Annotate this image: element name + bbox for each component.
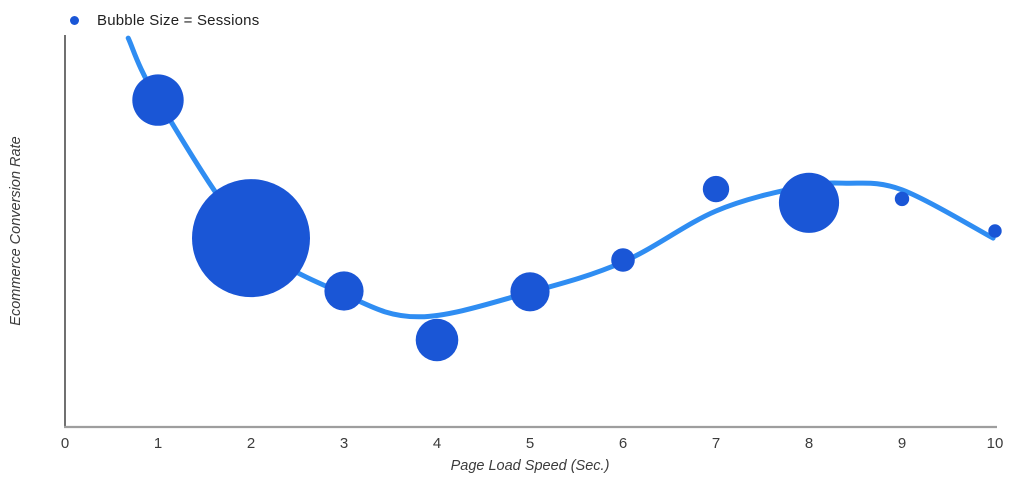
x-tick-label: 6 — [618, 435, 628, 452]
bubble-point — [894, 191, 910, 207]
legend-label: Bubble Size = Sessions — [97, 12, 260, 29]
x-tick-label: 8 — [804, 435, 814, 452]
bubble-point — [324, 271, 364, 311]
bubble-point — [988, 224, 1002, 238]
bubble-point — [415, 318, 459, 362]
x-tick-label: 3 — [339, 435, 349, 452]
bubble-point — [132, 74, 184, 126]
legend: Bubble Size = Sessions — [70, 12, 259, 29]
legend-bubble-icon — [70, 16, 79, 25]
x-tick-label: 7 — [711, 435, 721, 452]
bubble-point — [611, 248, 635, 272]
bubble-point — [192, 179, 310, 298]
x-tick-label: 5 — [525, 435, 535, 452]
x-tick-label: 0 — [60, 435, 70, 452]
x-axis-label: Page Load Speed (Sec.) — [450, 458, 610, 474]
x-tick-label: 4 — [432, 435, 442, 452]
x-tick-label: 10 — [986, 435, 1004, 452]
x-tick-label: 2 — [246, 435, 256, 452]
y-axis-label: Ecommerce Conversion Rate — [8, 136, 24, 326]
bubble-point — [510, 272, 550, 312]
bubble-point — [778, 172, 840, 233]
x-tick-label: 9 — [897, 435, 907, 452]
x-tick-label: 1 — [153, 435, 163, 452]
bubble-point — [702, 175, 730, 203]
